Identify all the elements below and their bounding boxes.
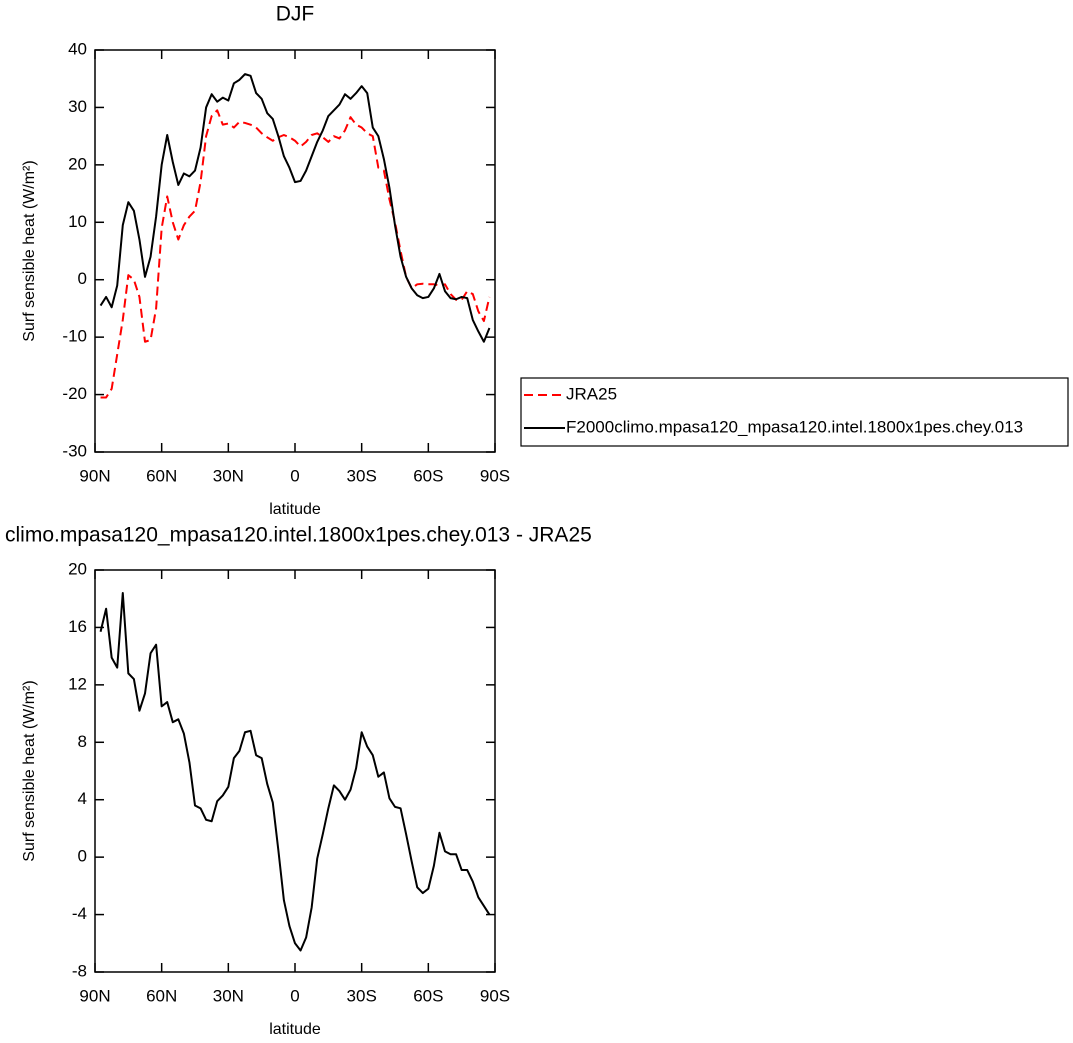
y-tick-label: -10 xyxy=(62,327,87,346)
legend-label: F2000climo.mpasa120_mpasa120.intel.1800x… xyxy=(566,417,1023,436)
x-tick-label: 30N xyxy=(213,466,244,485)
y-axis-title: Surf sensible heat (W/m²) xyxy=(21,160,38,341)
plot-frame xyxy=(94,569,496,973)
x-tick-label: 0 xyxy=(290,466,299,485)
data-line xyxy=(100,109,491,399)
y-tick-label: 40 xyxy=(68,39,87,58)
data-line xyxy=(99,591,491,952)
x-axis-title: latitude xyxy=(269,501,321,518)
x-tick-label: 60S xyxy=(413,466,443,485)
y-tick-label: -4 xyxy=(72,904,87,923)
legend-label: JRA25 xyxy=(566,384,617,403)
y-axis-title: Surf sensible heat (W/m²) xyxy=(21,680,38,861)
x-tick-label: 90N xyxy=(79,466,110,485)
x-tick-label: 60S xyxy=(413,986,443,1005)
y-tick-label: 16 xyxy=(68,617,87,636)
chart-title: climo.mpasa120_mpasa120.intel.1800x1pes.… xyxy=(5,524,592,547)
y-tick-label: 20 xyxy=(68,559,87,578)
x-tick-label: 0 xyxy=(290,986,299,1005)
legend-box xyxy=(520,377,1069,447)
x-tick-label: 60N xyxy=(146,466,177,485)
x-tick-label: 30N xyxy=(213,986,244,1005)
y-tick-label: 10 xyxy=(68,212,87,231)
x-tick-label: 90S xyxy=(480,466,510,485)
y-tick-label: -30 xyxy=(62,441,87,460)
y-tick-label: 4 xyxy=(78,789,87,808)
plot-frame xyxy=(94,49,496,453)
y-tick-label: 8 xyxy=(78,732,87,751)
x-axis-title: latitude xyxy=(269,1021,321,1038)
y-tick-label: -8 xyxy=(72,961,87,980)
y-tick-label: -20 xyxy=(62,384,87,403)
y-tick-label: 30 xyxy=(68,97,87,116)
y-tick-label: 20 xyxy=(68,154,87,173)
y-tick-label: 0 xyxy=(78,847,87,866)
y-tick-label: 0 xyxy=(78,269,87,288)
x-tick-label: 90S xyxy=(480,986,510,1005)
x-tick-label: 90N xyxy=(79,986,110,1005)
chart-title: DJF xyxy=(276,3,315,26)
x-tick-label: 30S xyxy=(347,466,377,485)
data-line xyxy=(99,73,491,343)
x-tick-label: 30S xyxy=(347,986,377,1005)
y-tick-label: 12 xyxy=(68,674,87,693)
x-tick-label: 60N xyxy=(146,986,177,1005)
